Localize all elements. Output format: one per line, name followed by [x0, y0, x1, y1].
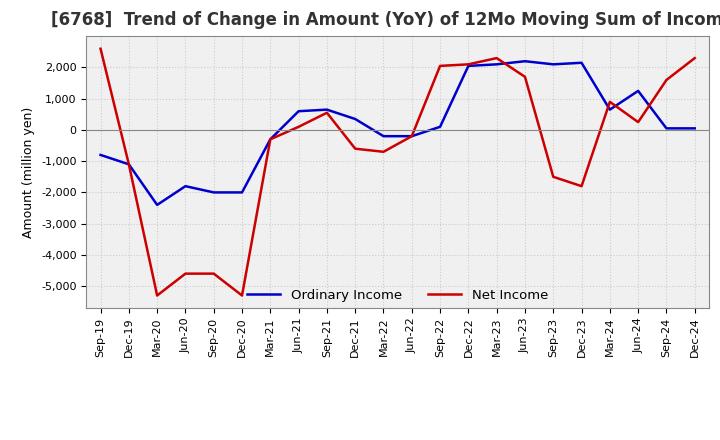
Net Income — [266, 137, 274, 142]
Ordinary Income — [521, 59, 529, 64]
Ordinary Income — [125, 161, 133, 167]
Ordinary Income — [238, 190, 246, 195]
Ordinary Income — [323, 107, 331, 112]
Ordinary Income — [549, 62, 557, 67]
Ordinary Income — [606, 107, 614, 112]
Net Income — [492, 55, 501, 61]
Net Income — [634, 120, 642, 125]
Net Income — [436, 63, 444, 69]
Y-axis label: Amount (million yen): Amount (million yen) — [22, 106, 35, 238]
Net Income — [96, 46, 105, 51]
Net Income — [125, 161, 133, 167]
Ordinary Income — [266, 137, 274, 142]
Ordinary Income — [436, 124, 444, 129]
Net Income — [606, 99, 614, 104]
Line: Net Income: Net Income — [101, 49, 695, 296]
Net Income — [464, 62, 473, 67]
Net Income — [294, 124, 303, 129]
Ordinary Income — [662, 126, 671, 131]
Net Income — [662, 77, 671, 83]
Ordinary Income — [577, 60, 586, 66]
Net Income — [577, 183, 586, 189]
Net Income — [521, 74, 529, 80]
Ordinary Income — [379, 134, 388, 139]
Net Income — [690, 55, 699, 61]
Ordinary Income — [351, 116, 359, 121]
Ordinary Income — [181, 183, 190, 189]
Ordinary Income — [464, 63, 473, 69]
Net Income — [351, 146, 359, 151]
Line: Ordinary Income: Ordinary Income — [101, 61, 695, 205]
Title: [6768]  Trend of Change in Amount (YoY) of 12Mo Moving Sum of Incomes: [6768] Trend of Change in Amount (YoY) o… — [51, 11, 720, 29]
Ordinary Income — [634, 88, 642, 94]
Net Income — [210, 271, 218, 276]
Net Income — [408, 134, 416, 139]
Net Income — [323, 110, 331, 115]
Ordinary Income — [153, 202, 161, 208]
Ordinary Income — [492, 62, 501, 67]
Net Income — [153, 293, 161, 298]
Net Income — [238, 293, 246, 298]
Net Income — [181, 271, 190, 276]
Legend: Ordinary Income, Net Income: Ordinary Income, Net Income — [242, 283, 554, 307]
Ordinary Income — [408, 134, 416, 139]
Ordinary Income — [690, 126, 699, 131]
Ordinary Income — [96, 152, 105, 158]
Net Income — [379, 149, 388, 154]
Ordinary Income — [210, 190, 218, 195]
Net Income — [549, 174, 557, 180]
Ordinary Income — [294, 109, 303, 114]
